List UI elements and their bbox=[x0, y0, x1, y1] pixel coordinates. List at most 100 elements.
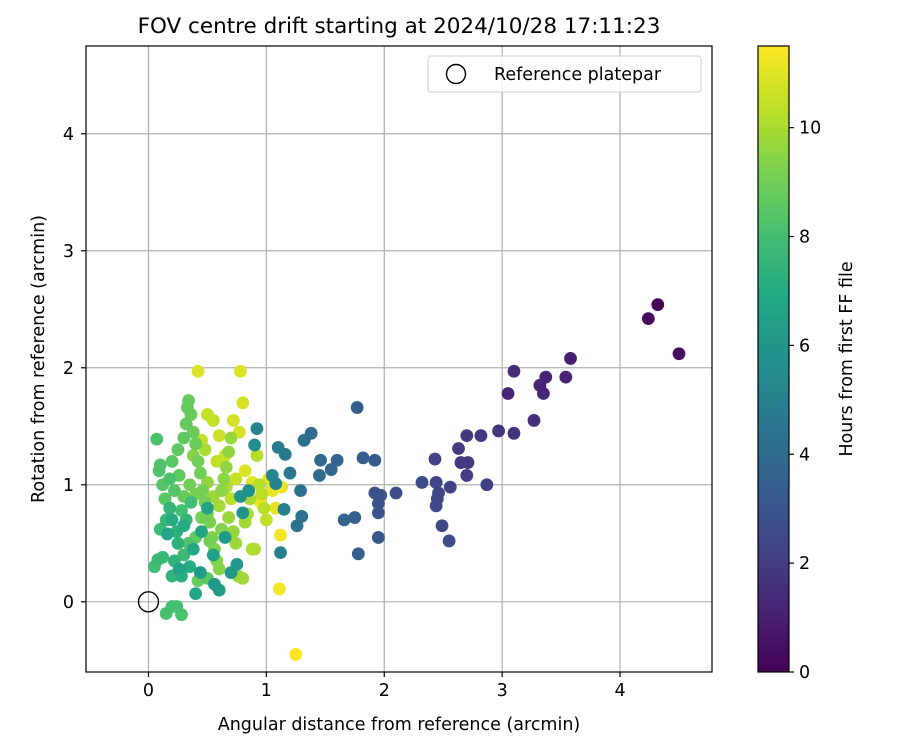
data-point-138 bbox=[313, 469, 326, 482]
x-axis-label: Angular distance from reference (arcmin) bbox=[218, 715, 581, 735]
data-point-131 bbox=[278, 447, 292, 461]
data-point-147 bbox=[368, 453, 382, 467]
y-tick-label-0: 0 bbox=[63, 593, 74, 613]
data-point-20 bbox=[259, 513, 273, 527]
data-point-43 bbox=[219, 460, 233, 474]
data-point-47 bbox=[217, 472, 231, 486]
data-point-168 bbox=[474, 429, 488, 443]
data-point-153 bbox=[389, 486, 403, 500]
data-point-163 bbox=[480, 478, 494, 492]
data-point-125 bbox=[250, 422, 264, 436]
y-tick-label-4: 4 bbox=[63, 125, 74, 145]
data-point-13 bbox=[236, 396, 250, 410]
data-point-140 bbox=[324, 463, 338, 476]
data-point-18 bbox=[206, 414, 220, 427]
data-point-24 bbox=[257, 501, 271, 515]
colorbar-label: Hours from first FF file bbox=[837, 261, 857, 456]
data-point-155 bbox=[415, 476, 429, 489]
data-point-102 bbox=[171, 536, 185, 550]
x-tick-label-3: 3 bbox=[497, 681, 508, 701]
data-point-92 bbox=[184, 495, 198, 509]
data-point-105 bbox=[177, 519, 191, 533]
data-point-82 bbox=[152, 464, 166, 478]
data-point-123 bbox=[242, 484, 256, 498]
data-point-132 bbox=[283, 466, 297, 480]
data-point-10 bbox=[234, 364, 247, 378]
y-axis-ticks: 0 1 2 3 4 bbox=[63, 125, 86, 613]
data-point-154 bbox=[442, 534, 456, 548]
data-point-77 bbox=[165, 454, 179, 468]
data-point-162 bbox=[428, 452, 442, 466]
data-point-85 bbox=[150, 432, 164, 446]
data-point-89 bbox=[165, 600, 179, 613]
data-point-0 bbox=[289, 648, 303, 661]
data-point-62 bbox=[195, 511, 208, 524]
data-point-127 bbox=[269, 477, 283, 491]
x-tick-label-1: 1 bbox=[261, 681, 272, 701]
data-point-71 bbox=[180, 401, 194, 414]
data-point-9 bbox=[191, 364, 205, 378]
data-point-37 bbox=[229, 536, 243, 550]
data-point-152 bbox=[374, 488, 388, 502]
data-point-121 bbox=[236, 506, 250, 520]
data-point-107 bbox=[165, 513, 179, 527]
legend-reference-marker bbox=[445, 63, 467, 85]
colorbar-ticks: 0 2 4 6 8 10 bbox=[789, 119, 821, 683]
data-point-180 bbox=[672, 347, 686, 361]
data-point-148 bbox=[371, 531, 385, 544]
data-point-161 bbox=[443, 480, 457, 494]
data-point-142 bbox=[330, 453, 344, 467]
data-point-46 bbox=[215, 484, 228, 498]
data-point-137 bbox=[304, 426, 318, 440]
data-point-144 bbox=[351, 547, 365, 561]
data-point-113 bbox=[201, 501, 214, 515]
data-point-170 bbox=[492, 424, 506, 438]
data-point-57 bbox=[196, 484, 210, 498]
data-point-59 bbox=[191, 454, 205, 468]
data-point-110 bbox=[160, 527, 174, 541]
data-point-173 bbox=[507, 364, 521, 378]
data-point-65 bbox=[189, 437, 203, 451]
colorbar-tick-label-2: 4 bbox=[799, 445, 810, 465]
chart-title: FOV centre drift starting at 2024/10/28 … bbox=[138, 14, 661, 39]
data-point-169 bbox=[460, 429, 474, 443]
data-point-29 bbox=[248, 542, 261, 556]
colorbar-tick-label-5: 10 bbox=[799, 119, 821, 139]
colorbar-tick-label-0: 0 bbox=[799, 663, 810, 683]
data-point-1 bbox=[272, 582, 286, 596]
plot-area-frame bbox=[85, 45, 713, 673]
data-point-22 bbox=[210, 454, 224, 468]
data-point-177 bbox=[539, 370, 553, 384]
data-point-19 bbox=[229, 472, 243, 486]
data-point-159 bbox=[430, 492, 444, 506]
data-point-73 bbox=[171, 443, 185, 457]
data-point-172 bbox=[527, 414, 541, 427]
data-point-112 bbox=[172, 562, 186, 576]
data-point-44 bbox=[222, 445, 236, 459]
data-point-141 bbox=[337, 513, 351, 527]
y-tick-label-1: 1 bbox=[63, 476, 74, 496]
colorbar-tick-label-3: 6 bbox=[799, 336, 810, 356]
data-point-157 bbox=[435, 519, 449, 533]
data-point-2 bbox=[274, 528, 287, 542]
legend: Reference platepar bbox=[427, 55, 702, 93]
data-point-95 bbox=[177, 548, 191, 562]
data-point-49 bbox=[212, 562, 226, 576]
x-tick-label-2: 2 bbox=[379, 681, 390, 701]
data-point-171 bbox=[507, 426, 521, 440]
data-point-134 bbox=[294, 484, 307, 498]
data-point-33 bbox=[198, 443, 212, 457]
x-axis-ticks: 0 1 2 3 4 bbox=[143, 672, 626, 701]
data-point-160 bbox=[429, 476, 443, 489]
x-tick-label-0: 0 bbox=[143, 681, 154, 701]
data-point-111 bbox=[195, 525, 208, 538]
data-point-109 bbox=[189, 587, 203, 601]
legend-entry-reference-platepar: Reference platepar bbox=[494, 65, 662, 85]
colorbar-tick-label-1: 2 bbox=[799, 554, 810, 574]
data-point-164 bbox=[460, 469, 474, 482]
x-tick-label-4: 4 bbox=[614, 681, 625, 701]
data-point-167 bbox=[454, 456, 468, 469]
legend-box bbox=[427, 55, 702, 93]
data-point-182 bbox=[651, 298, 665, 311]
data-point-70 bbox=[179, 417, 193, 431]
